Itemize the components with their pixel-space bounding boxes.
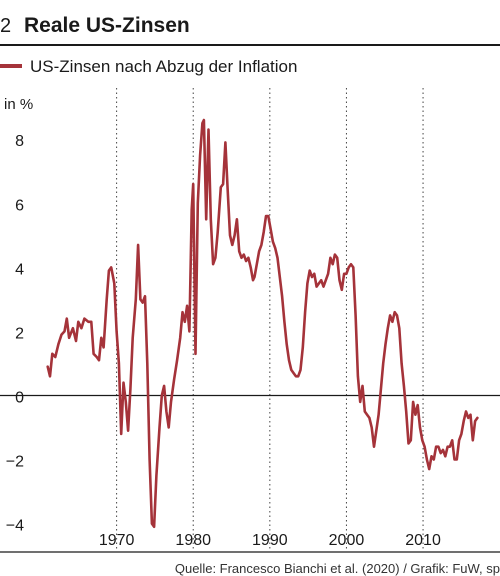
y-tick-label: 6 [15, 197, 24, 214]
y-tick-labels: −4 −2 0 2 4 6 8 [6, 133, 24, 534]
x-tick-label: 2000 [329, 532, 365, 549]
y-tick-label: 4 [15, 261, 24, 278]
x-tick-labels: 1970 1980 1990 2000 2010 [99, 532, 441, 549]
y-tick-label: −2 [6, 454, 24, 471]
legend-label: US-Zinsen nach Abzug der Inflation [30, 57, 297, 76]
y-tick-label: −4 [6, 518, 24, 535]
chart-title: Reale US-Zinsen [24, 14, 190, 37]
source-note: Quelle: Francesco Bianchi et al. (2020) … [175, 561, 500, 576]
y-axis-unit: in % [4, 96, 33, 113]
x-tick-label: 2010 [405, 532, 441, 549]
y-tick-label: 2 [15, 325, 24, 342]
x-tick-label: 1980 [175, 532, 211, 549]
y-tick-label: 8 [15, 133, 24, 150]
x-tick-label: 1990 [252, 532, 288, 549]
series-layer [46, 118, 479, 529]
series-line-0 [46, 118, 479, 529]
x-tick-label: 1970 [99, 532, 135, 549]
chart-number: 2 [0, 15, 11, 37]
y-tick-label: 0 [15, 389, 24, 406]
legend: US-Zinsen nach Abzug der Inflation [0, 57, 297, 76]
grid [0, 88, 500, 552]
